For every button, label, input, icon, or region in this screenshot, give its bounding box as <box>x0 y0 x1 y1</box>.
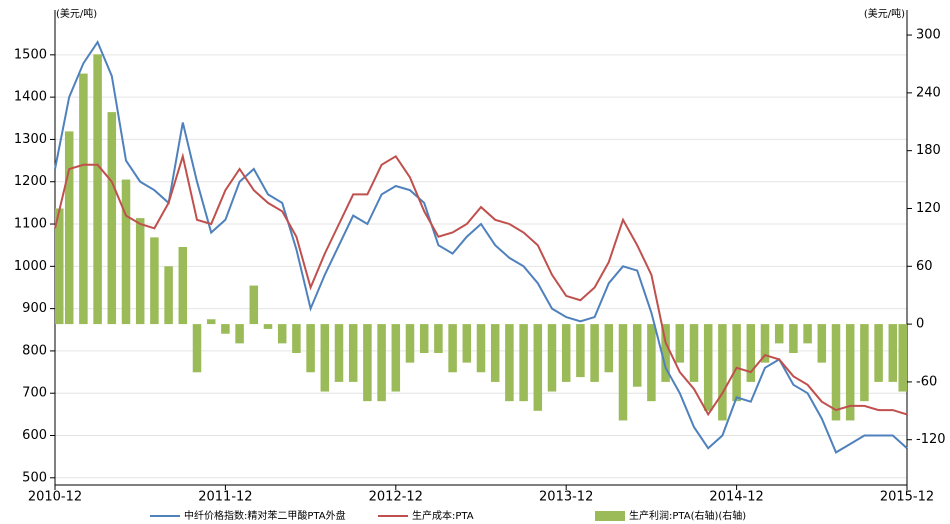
x-tick-label: 2012-12 <box>369 490 423 505</box>
bar <box>363 324 372 402</box>
bar <box>263 324 273 329</box>
y-tick-label: 1100 <box>14 217 47 232</box>
bar <box>405 324 415 363</box>
bar <box>93 54 102 325</box>
bar <box>419 324 429 354</box>
y2-tick-label: 240 <box>916 85 941 100</box>
bar <box>604 324 614 373</box>
bar <box>746 324 756 382</box>
bar <box>306 324 315 373</box>
bar <box>292 324 301 354</box>
legend-label: 中纤价格指数:精对苯二甲酸PTA外盘 <box>184 509 346 522</box>
bar <box>249 285 259 325</box>
bar <box>703 324 713 411</box>
bar <box>675 324 685 363</box>
bar <box>647 324 656 402</box>
bar <box>689 324 699 382</box>
y-tick-label: 1300 <box>14 132 47 147</box>
bar <box>55 208 64 325</box>
bar <box>64 131 74 325</box>
bar <box>334 324 344 382</box>
bar <box>760 324 770 363</box>
bar <box>718 324 727 421</box>
y-tick-label: 1000 <box>14 259 47 274</box>
y-tick-label: 600 <box>22 428 47 443</box>
bar <box>121 179 131 325</box>
bar <box>135 218 145 325</box>
y2-tick-label: 0 <box>916 317 924 332</box>
bar <box>576 324 585 378</box>
bar <box>377 324 386 402</box>
y2-tick-label: 120 <box>916 201 941 216</box>
bar <box>888 324 898 382</box>
bar <box>206 319 216 325</box>
y2-tick-label: -60 <box>916 374 937 389</box>
y2-axis-unit: (美元/吨) <box>864 7 905 20</box>
y-tick-label: 700 <box>22 386 47 401</box>
y2-tick-label: 300 <box>916 28 941 43</box>
y-tick-label: 1200 <box>14 174 47 189</box>
bar <box>898 324 907 392</box>
x-tick-label: 2013-12 <box>539 490 593 505</box>
bar <box>150 237 159 325</box>
bar <box>79 73 88 325</box>
y-tick-label: 500 <box>22 470 47 485</box>
bar <box>462 324 472 363</box>
bar <box>732 324 741 402</box>
bar <box>192 324 202 373</box>
bar <box>391 324 401 392</box>
legend-label: 生产成本:PTA <box>412 509 474 522</box>
bar <box>632 324 642 387</box>
x-tick-label: 2015-12 <box>880 490 934 505</box>
bar <box>434 324 443 354</box>
bar <box>590 324 599 382</box>
bar <box>476 324 486 373</box>
bar <box>618 324 628 421</box>
y-axis-unit: (美元/吨) <box>56 7 97 20</box>
y2-tick-label: 60 <box>916 259 933 274</box>
bar <box>320 324 330 392</box>
bar <box>547 324 557 392</box>
bar <box>107 112 117 325</box>
y-tick-label: 1400 <box>14 90 47 105</box>
bar <box>874 324 883 382</box>
bar <box>221 324 230 334</box>
bar <box>448 324 457 373</box>
bar <box>817 324 827 363</box>
bar <box>831 324 841 421</box>
bar <box>774 324 784 344</box>
bar <box>845 324 855 421</box>
bar <box>661 324 670 382</box>
bar <box>519 324 528 402</box>
bar <box>561 324 571 382</box>
line <box>54 152 908 417</box>
bar <box>178 247 188 325</box>
bar <box>164 266 173 325</box>
bar <box>533 324 543 411</box>
bar <box>860 324 869 402</box>
y-tick-label: 900 <box>22 301 47 316</box>
bar <box>277 324 287 344</box>
y-tick-label: 1500 <box>14 47 47 62</box>
bar <box>803 324 812 344</box>
bar <box>348 324 358 382</box>
bar <box>490 324 500 382</box>
x-tick-label: 2010-12 <box>28 490 82 505</box>
line <box>54 39 908 454</box>
y2-tick-label: -120 <box>916 432 946 447</box>
x-tick-label: 2014-12 <box>709 490 763 505</box>
x-tick-label: 2011-12 <box>198 490 252 505</box>
legend-label: 生产利润:PTA(右轴)(右轴) <box>629 509 746 522</box>
bar <box>789 324 798 354</box>
bar <box>505 324 514 402</box>
bar <box>235 324 244 344</box>
y2-tick-label: 180 <box>916 143 941 158</box>
legend-swatch <box>595 511 625 521</box>
y-tick-label: 800 <box>22 343 47 358</box>
